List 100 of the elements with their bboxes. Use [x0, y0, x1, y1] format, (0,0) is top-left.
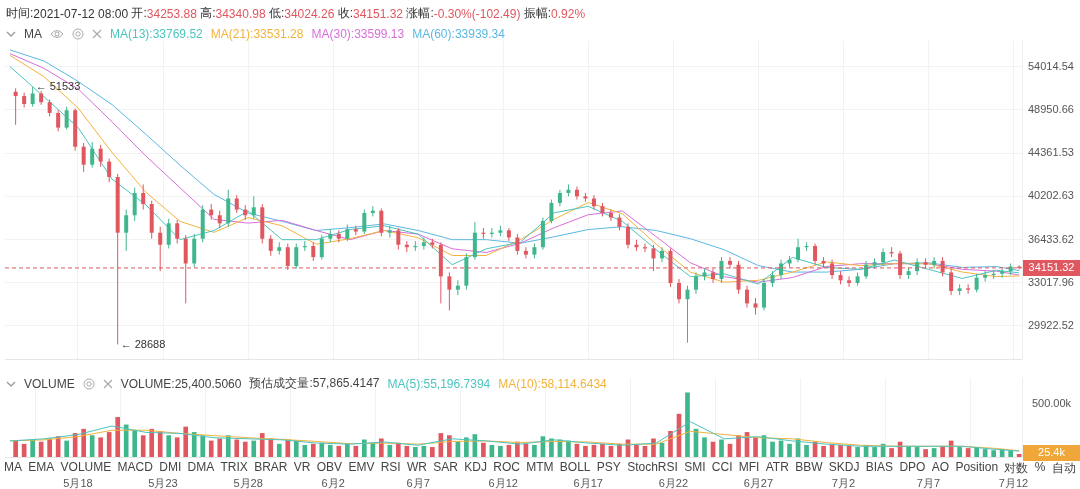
candlestick	[625, 222, 630, 249]
candlestick	[676, 278, 681, 304]
x-tick-label: 5月23	[148, 476, 178, 489]
bar	[787, 443, 792, 457]
candlestick	[90, 141, 95, 169]
candlestick	[124, 209, 129, 252]
bar	[242, 441, 248, 457]
candlestick	[81, 142, 86, 173]
text: BRAR	[254, 460, 288, 476]
bar	[64, 440, 69, 457]
bar	[855, 447, 860, 457]
text: 500.00k	[1031, 397, 1072, 410]
bar	[396, 442, 401, 457]
bar	[234, 439, 240, 457]
text: MA(60):33939.34	[412, 27, 505, 41]
x-tick-label: 6月17	[573, 476, 603, 489]
candlestick	[22, 92, 27, 109]
bar	[208, 440, 214, 457]
bar	[685, 392, 690, 457]
bar	[302, 444, 308, 457]
text: 25.4k	[1038, 446, 1066, 459]
candlestick	[745, 285, 750, 309]
y-tick-label: 29922.52	[1028, 319, 1074, 332]
bar	[991, 450, 996, 457]
text: WR	[407, 460, 428, 476]
bar	[336, 445, 342, 457]
candlestick	[141, 183, 146, 211]
bar	[498, 445, 503, 457]
x-tick-label: 6月12	[488, 476, 518, 489]
text: DMA	[187, 460, 215, 476]
bar	[251, 440, 257, 457]
text: AO	[931, 460, 950, 476]
bar	[600, 443, 605, 457]
text: MA(21):33531.28	[210, 27, 304, 41]
bar	[276, 443, 282, 457]
bar	[702, 437, 707, 457]
x-tick-label: 7月2	[831, 476, 856, 489]
bar	[889, 448, 894, 457]
candlestick	[132, 187, 137, 222]
candlestick	[719, 256, 724, 284]
candlestick	[455, 279, 460, 296]
bar	[821, 445, 826, 457]
candlestick	[574, 186, 579, 201]
text: OBV	[316, 460, 343, 476]
candlestick	[693, 271, 698, 295]
x-tick-label: 5月28	[233, 476, 263, 489]
text: %	[1034, 460, 1046, 476]
text: BOLL	[559, 460, 591, 476]
text: CCI	[711, 460, 733, 476]
text: DMI	[159, 460, 182, 476]
ref-line-label: 34151.32	[1028, 260, 1075, 273]
text: DPO	[899, 460, 926, 476]
candlestick	[294, 243, 299, 270]
candlestick	[396, 227, 401, 251]
bar	[566, 440, 571, 457]
bar	[217, 438, 223, 457]
candlestick	[847, 275, 852, 288]
bar	[106, 432, 112, 457]
candlestick	[796, 238, 801, 263]
candlestick	[379, 207, 384, 237]
text: VOLUME	[60, 460, 112, 476]
candlestick	[251, 195, 256, 220]
candlestick	[13, 87, 18, 126]
y-tick-label: 48950.66	[1028, 102, 1074, 115]
y-tick-label: 33017.96	[1028, 275, 1074, 288]
candlestick	[966, 283, 971, 295]
candlestick	[107, 158, 112, 183]
bar	[906, 445, 911, 457]
bar	[166, 435, 172, 457]
bar	[225, 435, 231, 457]
text: ATR	[765, 460, 789, 476]
x-tick-label: 6月27	[743, 476, 774, 489]
text: MA(30):33599.13	[311, 27, 405, 41]
bar	[481, 442, 486, 457]
bar	[157, 430, 163, 457]
bar	[310, 443, 316, 457]
text: MA(13):33769.52	[110, 27, 203, 41]
candlestick	[506, 227, 511, 242]
text: MA(10):58,114.6434	[498, 376, 607, 391]
candlestick	[447, 271, 452, 311]
bar	[293, 440, 299, 457]
bar	[413, 447, 418, 457]
bar	[361, 439, 367, 457]
candlestick	[362, 209, 367, 235]
text: VOLUME	[24, 376, 75, 391]
y-tick-label: 36433.62	[1028, 232, 1074, 245]
bar	[132, 429, 138, 457]
candlestick	[685, 285, 690, 344]
y-tick-label: 54014.54	[1028, 59, 1074, 72]
y-tick-label: 40202.63	[1028, 189, 1074, 202]
candlestick	[591, 194, 596, 211]
annotation: MA	[24, 27, 42, 41]
text: Position	[955, 460, 999, 476]
bar	[344, 443, 350, 457]
text: VR	[293, 460, 311, 476]
bar	[838, 444, 843, 457]
bar	[200, 435, 206, 457]
text: 自动	[1051, 460, 1076, 477]
bar	[81, 428, 86, 457]
candlestick	[268, 234, 273, 257]
